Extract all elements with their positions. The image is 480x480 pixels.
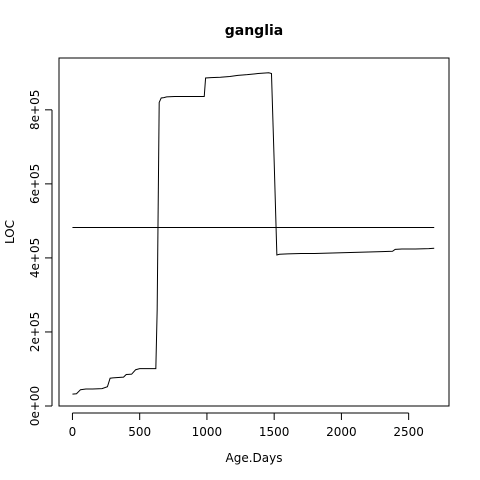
y-axis-label: LOC <box>3 220 17 244</box>
x-tick-label: 1500 <box>259 425 290 439</box>
x-tick-label: 1000 <box>192 425 223 439</box>
chart-title: ganglia <box>225 23 284 39</box>
y-axis: 0e+00 2e+05 4e+05 6e+05 8e+05 <box>28 90 52 427</box>
y-tick-label: 0e+00 <box>28 386 42 426</box>
series-line <box>72 73 434 394</box>
y-tick-label: 2e+05 <box>28 312 42 352</box>
y-tick-label: 4e+05 <box>28 238 42 278</box>
x-tick-label: 2500 <box>393 425 424 439</box>
y-tick-label: 6e+05 <box>28 164 42 204</box>
y-tick-label: 8e+05 <box>28 90 42 130</box>
x-tick-label: 500 <box>128 425 151 439</box>
x-tick-label: 2000 <box>326 425 357 439</box>
plot-frame <box>59 58 449 406</box>
x-axis-label: Age.Days <box>226 451 283 465</box>
x-axis: 0 500 1000 1500 2000 2500 <box>69 413 424 439</box>
x-tick-label: 0 <box>69 425 77 439</box>
